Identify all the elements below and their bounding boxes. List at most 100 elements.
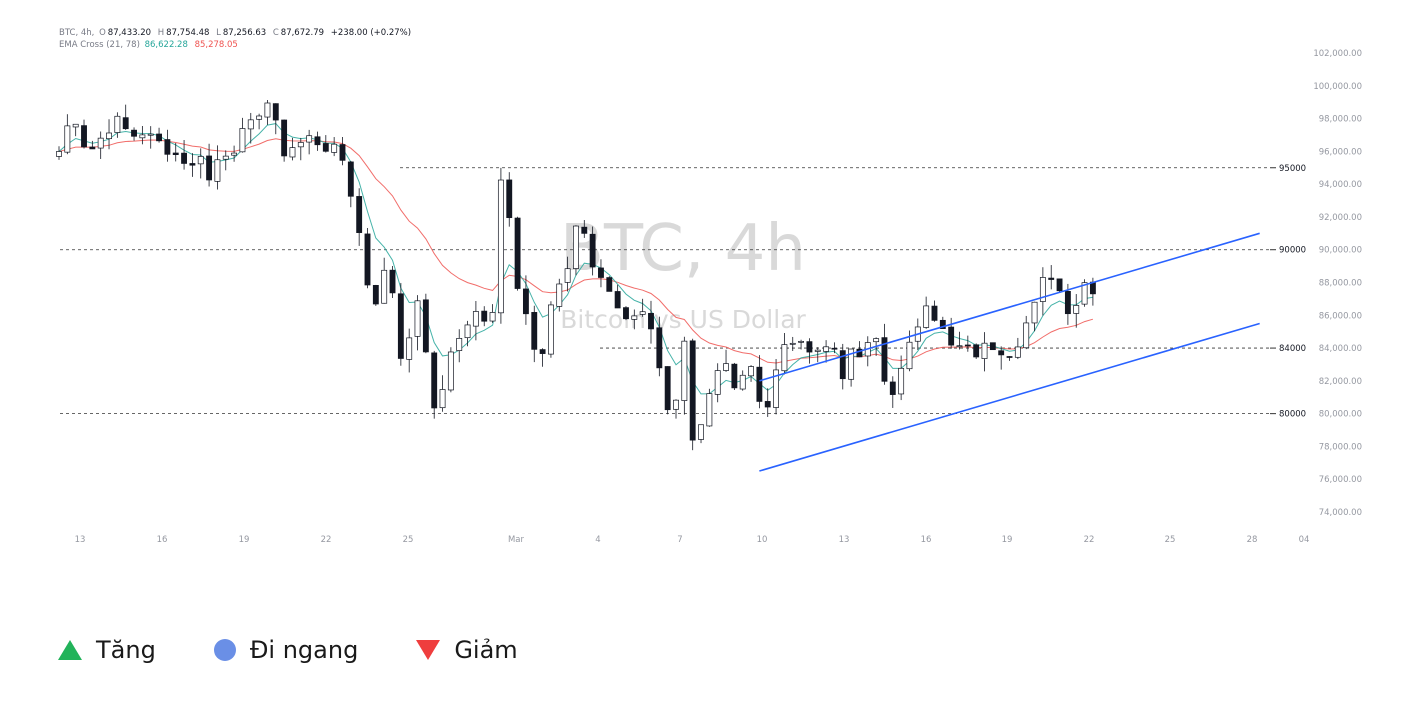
y-tick-label: 74,000.00 [1319,508,1362,518]
candle-body [64,125,71,153]
y-tick-label: 78,000.00 [1319,442,1362,452]
candle-body [623,307,629,320]
candle-body [322,143,329,152]
legend-up-label: Tăng [96,636,156,664]
candle-body [1056,278,1063,292]
candle-body [456,338,463,351]
close-label: C [272,28,279,38]
x-tick-label: 04 [1299,535,1310,545]
open-value: 87,433.20 [107,28,152,38]
candle-body [856,348,863,358]
level-label: 95000 [1279,164,1306,174]
candle-body [414,300,421,337]
candle-body [1064,291,1071,315]
channel-lower-line [759,322,1260,472]
candle-body [422,299,429,353]
candle-body [881,337,888,382]
candle-body [156,133,162,142]
candle-body [564,268,571,283]
x-tick-label: 25 [403,535,414,545]
ema-slow-line [58,138,1094,364]
candle-body [489,312,496,322]
watermark-title: BTC, 4h [560,212,806,286]
candle-body [781,344,788,372]
candle-body [581,226,588,234]
triangle-down-icon [416,640,441,660]
high-value: 87,754.48 [166,28,210,38]
x-tick-label: 10 [757,535,768,545]
candle-body [189,163,196,166]
ema-header: EMA Cross (21, 78) 86,622.28 85,278.05 [59,40,238,50]
candle-body [114,115,121,133]
x-tick-label: 13 [75,535,86,545]
level-label: 84000 [1279,344,1306,354]
candle-body [806,341,813,353]
candle-body [973,344,980,358]
candle-body [1031,301,1038,324]
y-tick-label: 98,000.00 [1319,115,1362,125]
legend-item-sideways: Đi ngang [213,636,359,664]
candle-body [656,327,663,369]
candle-body [531,312,538,350]
low-label: L [216,28,221,38]
candle-body [756,366,763,402]
candle-body [614,291,621,309]
candle-body [948,326,955,346]
x-tick-label: 16 [921,535,932,545]
candle-body [1073,305,1080,314]
x-tick-label: 19 [239,535,250,545]
candle-body [181,152,188,164]
x-tick-label: 16 [157,535,168,545]
candle-body [72,123,79,128]
candle-body [764,401,771,408]
candle-body [798,340,805,343]
candle-body [923,305,930,328]
x-tick-label: 22 [1084,535,1095,545]
x-tick-label: 13 [839,535,850,545]
candle-body [314,136,321,146]
level-label: 90000 [1279,246,1306,256]
candle-body [681,340,688,401]
candle-body [147,133,154,136]
y-tick-label: 96,000.00 [1319,147,1362,157]
candle-body [981,342,988,359]
candle-body [347,161,354,197]
candle-body [714,370,721,395]
candle-body [1014,346,1021,358]
symbol-label: BTC, 4h, [59,28,95,38]
candle-body [1039,277,1046,302]
change-value: +238.00 (+0.27%) [330,28,412,38]
candle-body [956,345,963,348]
candle-body [222,155,229,160]
y-tick-label: 90,000.00 [1319,246,1362,256]
candle-body [306,135,313,143]
legend-item-up: Tăng [58,636,156,664]
candle-body [122,117,129,130]
ema-indicator-label: EMA Cross (21, 78) [59,40,140,50]
candle-body [281,119,288,157]
legend-sideways-label: Đi ngang [249,636,359,664]
circle-icon [213,639,236,661]
candle-body [164,139,171,155]
chart-area: BTC, 4h Bitcoin vs US Dollar 102,000.00 100… [56,28,1362,545]
candle-body [439,389,446,409]
candle-body [239,128,246,153]
y-tick-label: 100,000.00 [1313,82,1362,92]
candle-body [506,179,513,219]
legend-item-down: Giảm [416,636,518,664]
candle-body [739,374,746,390]
candle-body [839,350,846,380]
y-tick-label: 86,000.00 [1319,311,1362,321]
candle-body [889,381,896,395]
close-value: 87,672.79 [280,28,325,38]
ema-fast-value: 86,622.28 [144,40,188,50]
x-tick-label: 22 [321,535,332,545]
candle-body [406,337,413,360]
candle-body [556,283,563,307]
candle-body [748,366,754,377]
candle-body [589,233,596,268]
candle-body [939,319,946,329]
candle-body [1023,322,1030,349]
candle-body [139,134,146,139]
candle-body [197,156,204,165]
